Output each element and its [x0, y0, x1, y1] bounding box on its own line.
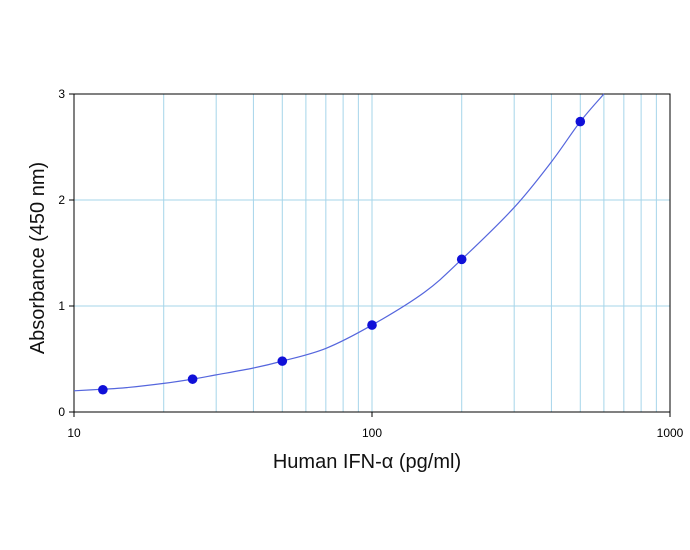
data-points [98, 116, 586, 395]
grid-lines [74, 94, 670, 412]
data-point [277, 356, 288, 366]
y-tick-label: 0 [58, 405, 65, 419]
x-tick-label: 100 [362, 426, 382, 440]
data-point [575, 116, 586, 127]
fit-curve [73, 93, 605, 392]
data-point [187, 374, 198, 384]
y-tick-label: 3 [58, 87, 65, 101]
y-axis-title: Absorbance (450 nm) [27, 162, 49, 354]
y-tick-label: 1 [58, 299, 65, 313]
x-tick-labels: 10 100 1000 [67, 426, 683, 440]
data-point [367, 320, 377, 330]
x-tick-label: 10 [67, 426, 81, 440]
plot-frame [69, 93, 671, 417]
y-tick-labels: 0 1 2 3 [58, 87, 65, 419]
y-tick-label: 2 [58, 193, 65, 207]
x-tick-label: 1000 [657, 426, 684, 440]
data-point [98, 384, 108, 395]
fit-curve-layer [73, 93, 605, 392]
x-axis-title: Human IFN-α (pg/ml) [273, 451, 461, 473]
data-point [456, 254, 467, 265]
